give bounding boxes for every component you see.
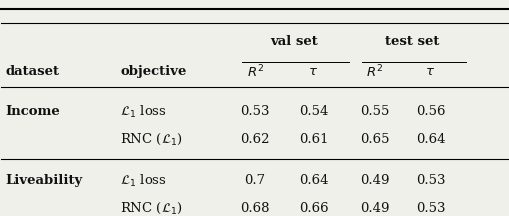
Text: 0.68: 0.68 xyxy=(240,202,269,215)
Text: dataset: dataset xyxy=(6,65,60,78)
Text: Income: Income xyxy=(6,105,61,118)
Text: 0.53: 0.53 xyxy=(240,105,269,118)
Text: 0.49: 0.49 xyxy=(359,175,388,187)
Text: RNC ($\mathcal{L}_1$): RNC ($\mathcal{L}_1$) xyxy=(120,132,183,147)
Text: 0.55: 0.55 xyxy=(359,105,388,118)
Text: RNC ($\mathcal{L}_1$): RNC ($\mathcal{L}_1$) xyxy=(120,201,183,216)
Text: 0.66: 0.66 xyxy=(298,202,328,215)
Text: $R^2$: $R^2$ xyxy=(365,64,382,80)
Text: $\tau$: $\tau$ xyxy=(308,65,318,78)
Text: 0.56: 0.56 xyxy=(415,105,444,118)
Text: 0.64: 0.64 xyxy=(415,133,444,146)
Text: 0.64: 0.64 xyxy=(298,175,328,187)
Text: 0.49: 0.49 xyxy=(359,202,388,215)
Text: 0.54: 0.54 xyxy=(298,105,327,118)
Text: 0.65: 0.65 xyxy=(359,133,388,146)
Text: 0.61: 0.61 xyxy=(298,133,328,146)
Text: $\mathcal{L}_1$ loss: $\mathcal{L}_1$ loss xyxy=(120,104,167,120)
Text: Liveability: Liveability xyxy=(6,175,83,187)
Text: val set: val set xyxy=(270,35,318,48)
Text: objective: objective xyxy=(120,65,186,78)
Text: 0.53: 0.53 xyxy=(415,175,444,187)
Text: test set: test set xyxy=(385,35,439,48)
Text: 0.62: 0.62 xyxy=(240,133,269,146)
Text: 0.7: 0.7 xyxy=(244,175,265,187)
Text: $\tau$: $\tau$ xyxy=(425,65,435,78)
Text: 0.53: 0.53 xyxy=(415,202,444,215)
Text: $R^2$: $R^2$ xyxy=(246,64,263,80)
Text: $\mathcal{L}_1$ loss: $\mathcal{L}_1$ loss xyxy=(120,173,167,189)
